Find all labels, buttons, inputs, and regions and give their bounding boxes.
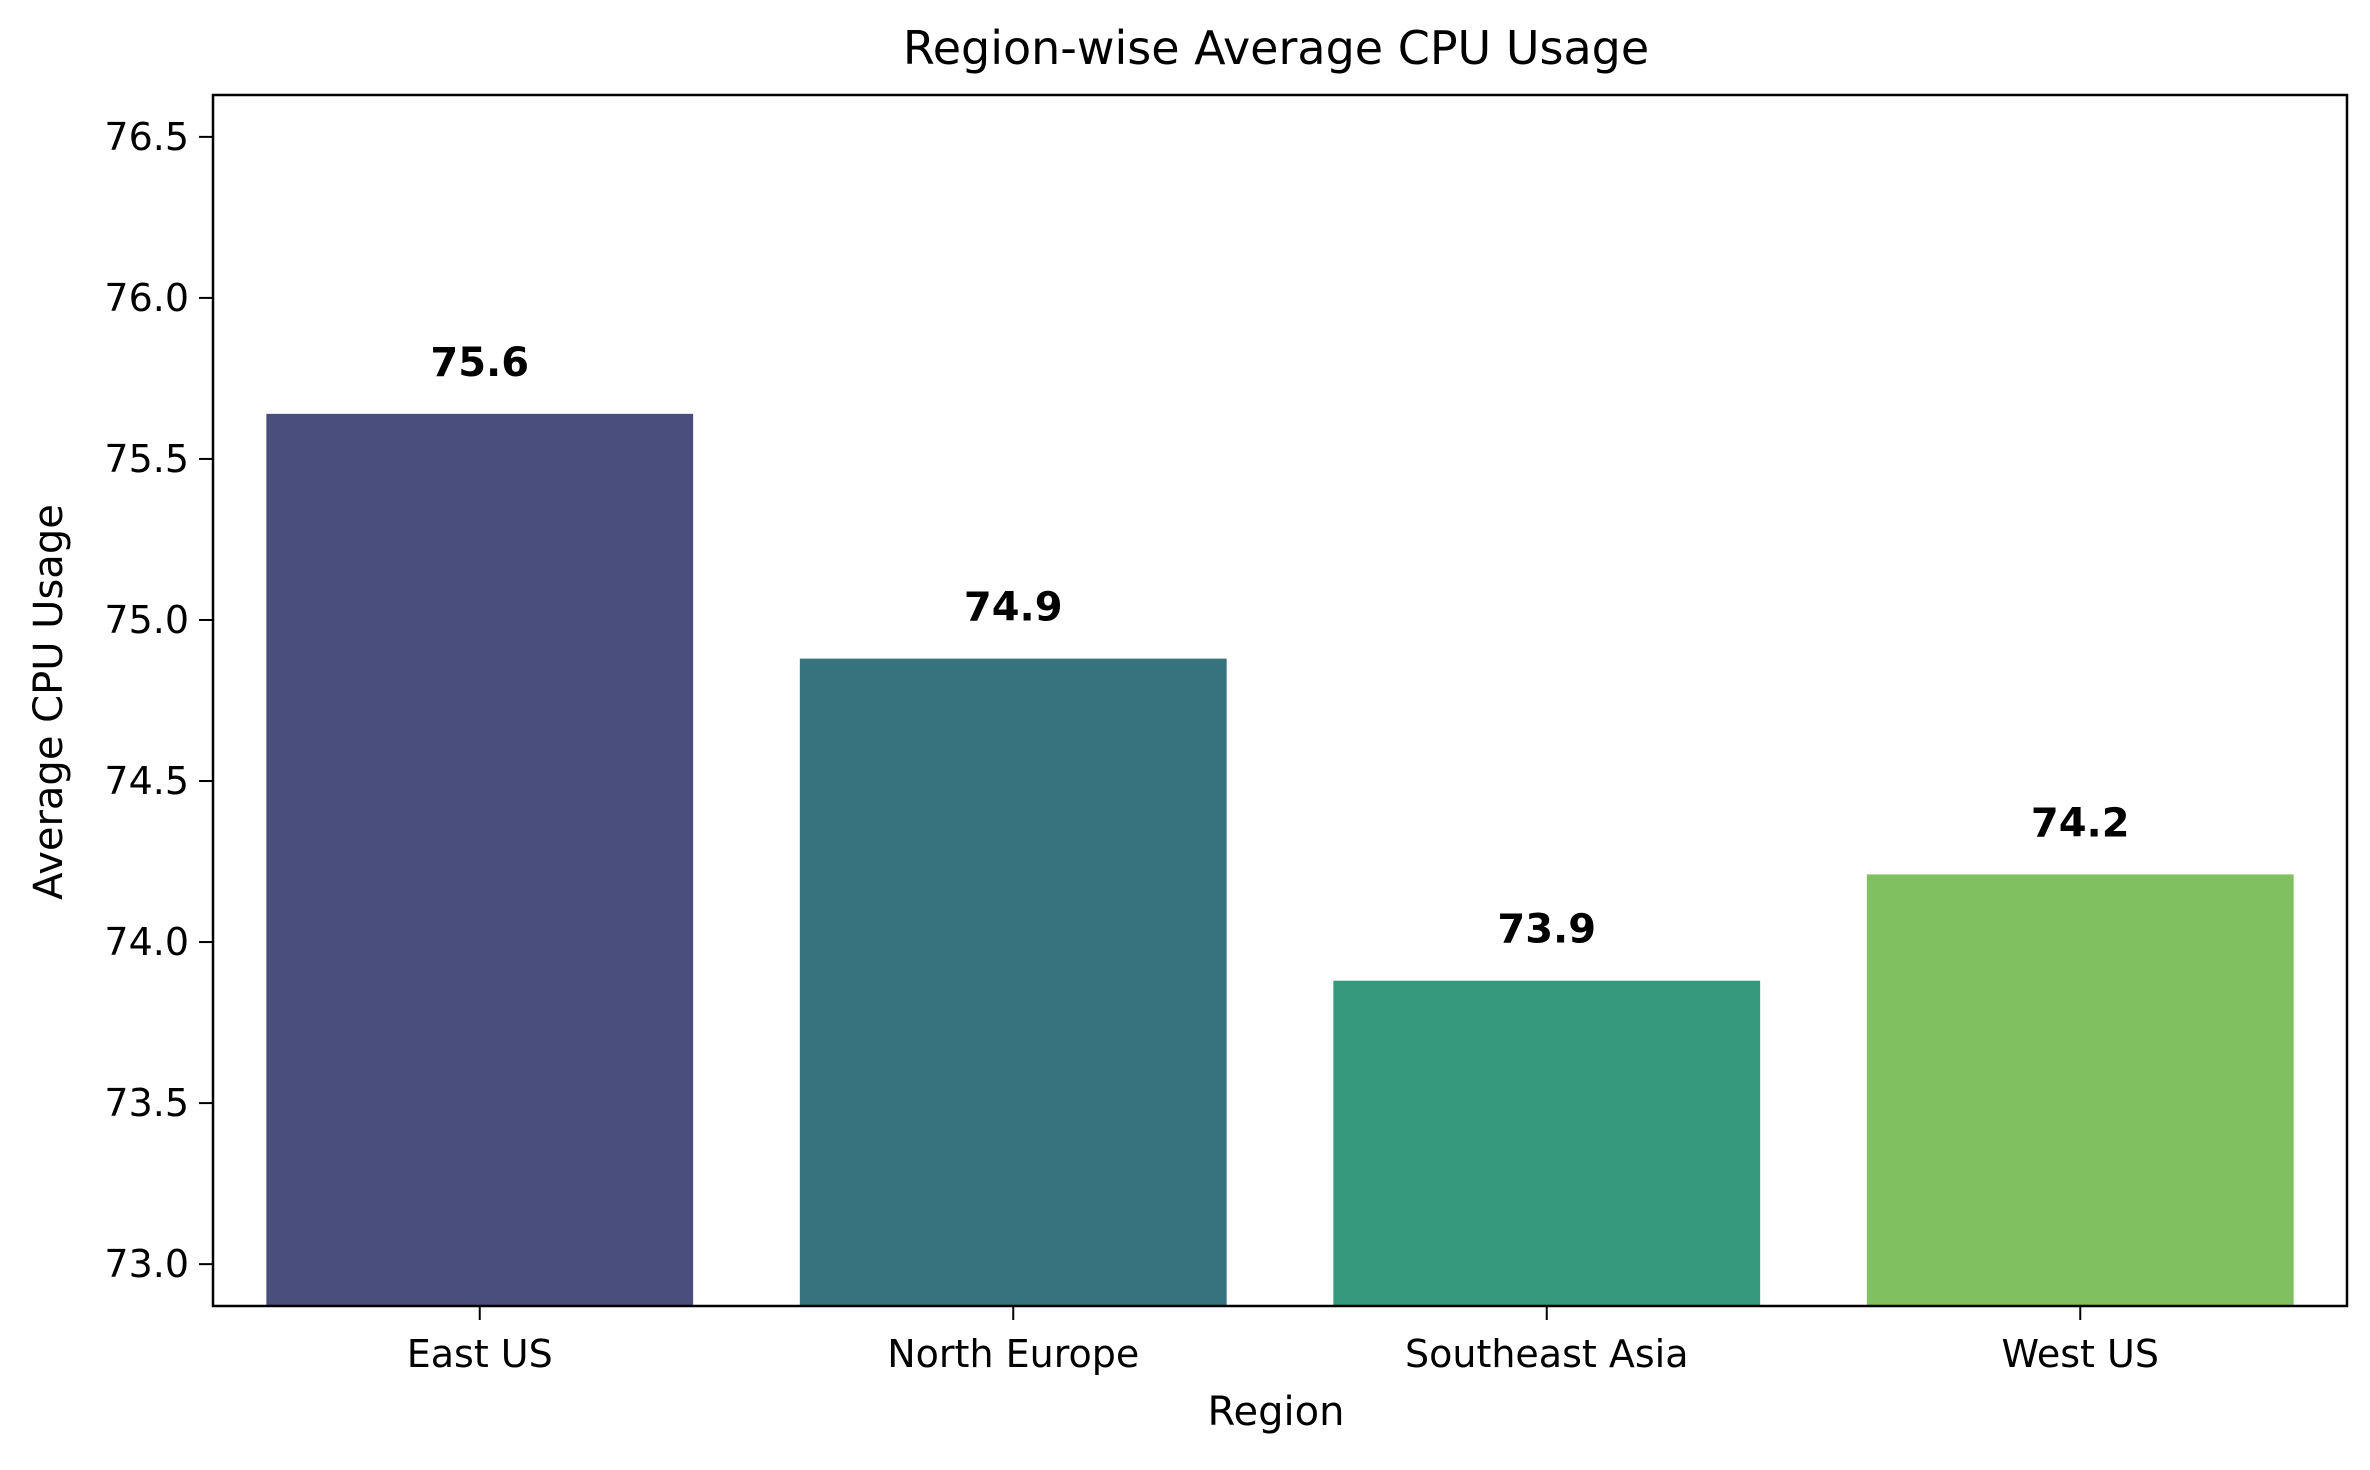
bar xyxy=(1333,980,1761,1306)
data-label: 73.9 xyxy=(1497,907,1596,953)
data-label: 74.9 xyxy=(964,585,1063,631)
y-tick-label: 74.0 xyxy=(104,920,189,964)
x-tick-label: Southeast Asia xyxy=(1405,1332,1689,1376)
x-axis-label: Region xyxy=(1208,1389,1345,1435)
x-tick-label: West US xyxy=(2002,1332,2159,1376)
y-axis-label: Average CPU Usage xyxy=(26,504,72,900)
y-tick-label: 75.5 xyxy=(104,437,189,481)
x-tick-label: North Europe xyxy=(887,1332,1139,1376)
bar xyxy=(799,658,1227,1306)
y-tick-label: 76.0 xyxy=(104,276,189,320)
data-label: 75.6 xyxy=(430,340,529,386)
plot-area: 75.6 East US 74.9 North Europe 73.9 Southeast… xyxy=(104,93,2349,1376)
y-tick-label: 73.5 xyxy=(104,1081,189,1125)
y-tick-label: 76.5 xyxy=(104,115,189,159)
data-label: 74.2 xyxy=(2031,800,2130,846)
bar xyxy=(266,413,694,1306)
y-tick-label: 74.5 xyxy=(104,759,189,803)
plot-frame xyxy=(211,93,2349,1308)
chart-title: Region-wise Average CPU Usage xyxy=(903,21,1649,75)
y-tick-label: 75.0 xyxy=(104,598,189,642)
x-tick-label: East US xyxy=(407,1332,553,1376)
bar xyxy=(1866,874,2294,1306)
y-tick-label: 73.0 xyxy=(104,1242,189,1286)
